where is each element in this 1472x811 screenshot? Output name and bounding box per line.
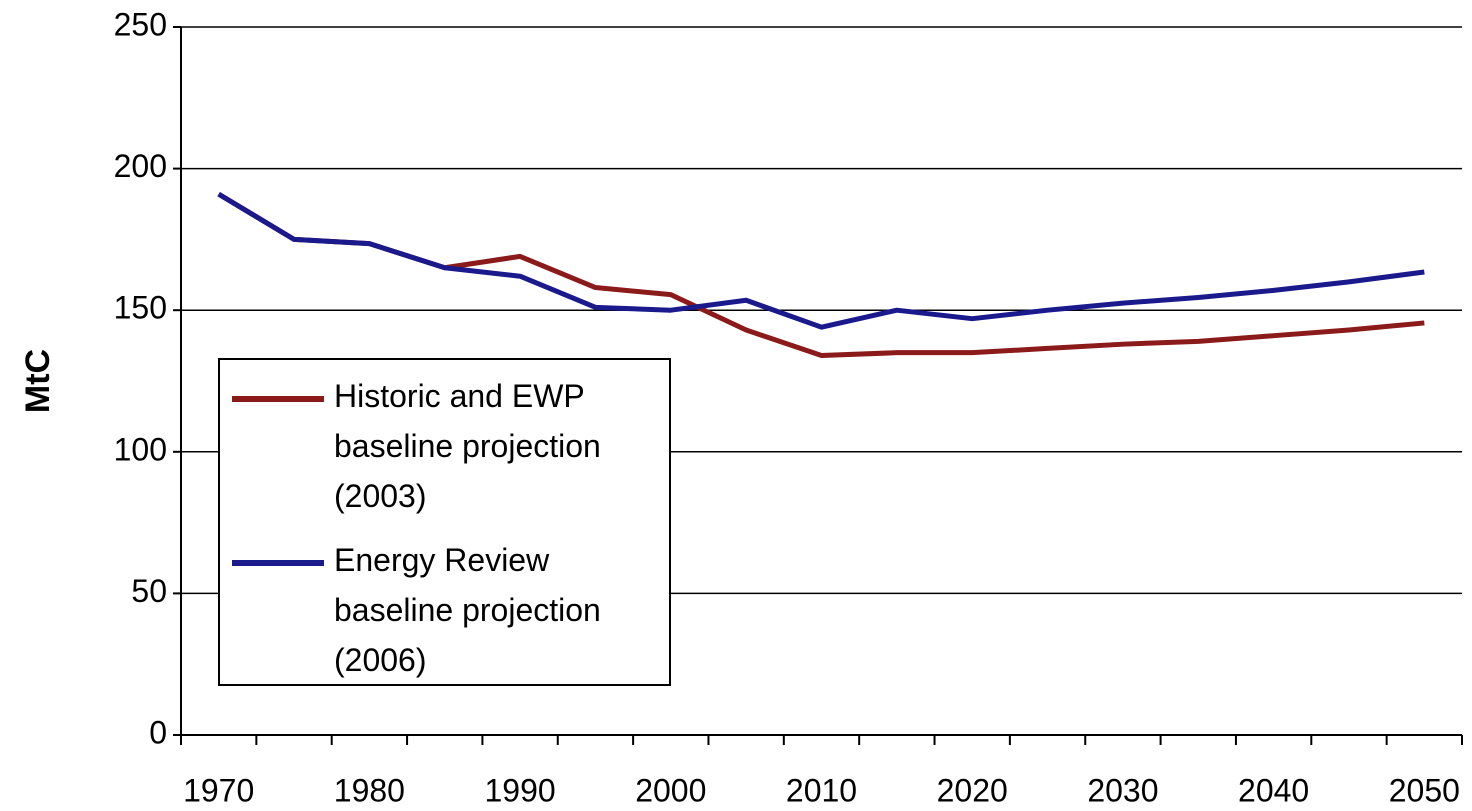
x-tick-label: 2040 bbox=[1238, 772, 1309, 808]
x-tick-label: 2020 bbox=[937, 772, 1008, 808]
y-tick-label: 200 bbox=[114, 148, 167, 184]
legend-swatch bbox=[232, 560, 324, 566]
y-tick-label: 0 bbox=[149, 714, 167, 750]
x-tick-label: 2000 bbox=[635, 772, 706, 808]
y-tick-label: 250 bbox=[114, 6, 167, 42]
x-tick-label: 2010 bbox=[786, 772, 857, 808]
series-line bbox=[217, 191, 1425, 330]
y-tick-label: 50 bbox=[131, 573, 167, 609]
legend-entry: Historic and EWP baseline projection (20… bbox=[232, 378, 669, 521]
y-axis-label: MtC bbox=[19, 349, 57, 413]
legend-label: Energy Review baseline projection (2006) bbox=[334, 542, 601, 678]
x-tick-label: 1990 bbox=[484, 772, 555, 808]
legend: Historic and EWP baseline projection (20… bbox=[218, 358, 671, 686]
series-line bbox=[217, 191, 1425, 359]
x-tick-label: 1970 bbox=[183, 772, 254, 808]
y-tick-label: 150 bbox=[114, 290, 167, 326]
x-tick-label: 1980 bbox=[334, 772, 405, 808]
legend-swatch bbox=[232, 396, 324, 402]
legend-label: Historic and EWP baseline projection (20… bbox=[334, 378, 601, 514]
legend-entry: Energy Review baseline projection (2006) bbox=[232, 542, 669, 685]
y-tick-label: 100 bbox=[114, 431, 167, 467]
x-tick-label: 2030 bbox=[1087, 772, 1158, 808]
x-tick-label: 2050 bbox=[1389, 772, 1460, 808]
